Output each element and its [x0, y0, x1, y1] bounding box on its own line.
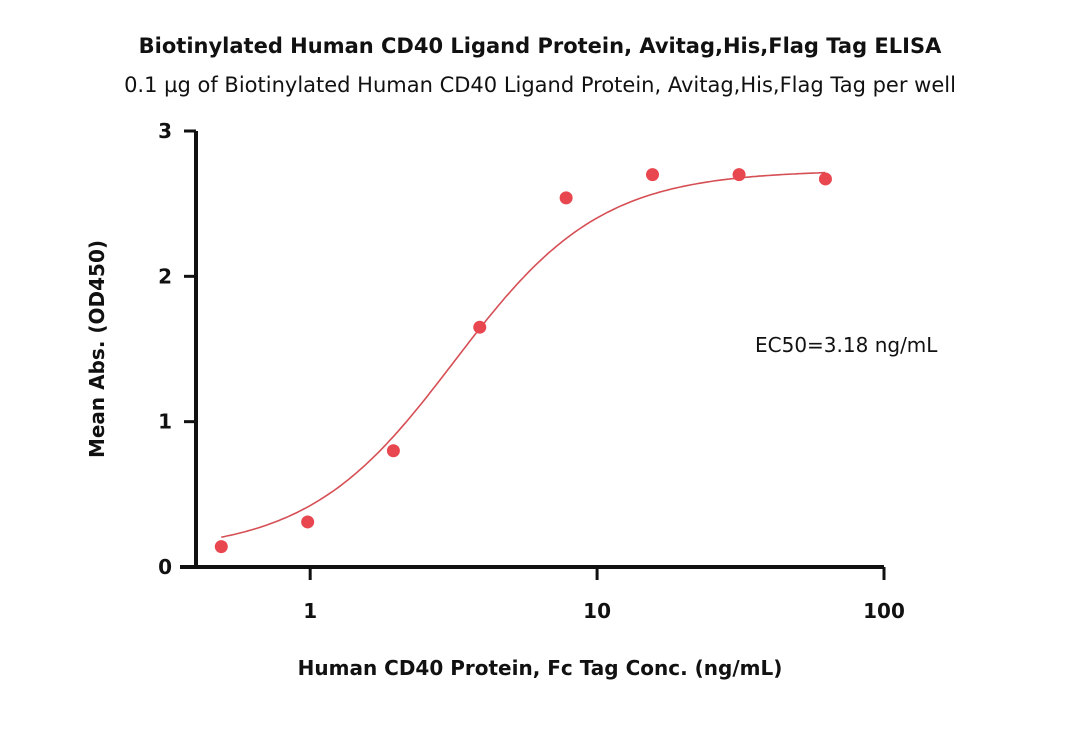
ec50-annotation: EC50=3.18 ng/mL — [755, 333, 938, 357]
x-tick-label: 10 — [583, 599, 611, 623]
x-axis-label: Human CD40 Protein, Fc Tag Conc. (ng/mL) — [298, 656, 783, 680]
data-point — [301, 515, 315, 529]
data-point — [732, 168, 746, 182]
data-point — [559, 191, 573, 205]
y-tick-label: 1 — [158, 410, 172, 434]
chart-title: Biotinylated Human CD40 Ligand Protein, … — [138, 34, 942, 58]
data-point — [386, 444, 400, 458]
x-tick-label: 100 — [863, 599, 905, 623]
x-tick-label: 1 — [303, 599, 317, 623]
y-tick-label: 0 — [158, 555, 172, 579]
chart-subtitle: 0.1 µg of Biotinylated Human CD40 Ligand… — [124, 73, 956, 97]
data-point — [214, 540, 228, 554]
data-point — [818, 172, 832, 186]
data-point — [645, 168, 659, 182]
y-axis-label: Mean Abs. (OD450) — [85, 240, 109, 458]
y-tick-label: 2 — [158, 264, 172, 288]
y-tick-label: 3 — [158, 119, 172, 143]
fit-curve — [221, 171, 826, 538]
data-point — [473, 320, 487, 334]
